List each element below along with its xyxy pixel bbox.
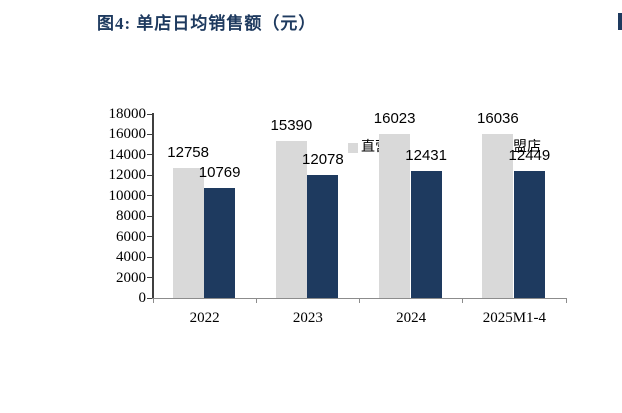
y-tick-label: 4000 (116, 249, 146, 266)
y-tick-mark (147, 154, 152, 156)
x-category-label: 2024 (396, 310, 427, 326)
bar-加盟店-2024 (410, 170, 442, 298)
y-tick-label: 2000 (116, 269, 146, 286)
y-tick-label: 14000 (108, 146, 147, 163)
y-tick-label: 18000 (108, 106, 147, 122)
bar-加盟店-2025M1-4 (513, 170, 545, 298)
bar-直营店-2025M1-4 (482, 134, 514, 298)
data-label: 12449 (508, 146, 551, 164)
figure-title: 图4: 单店日均销售额（元） (97, 14, 317, 33)
x-tick-mark (462, 298, 464, 303)
bar-加盟店-2022 (204, 187, 236, 298)
bar-直营店-2024 (379, 134, 411, 298)
y-tick-mark (147, 113, 152, 115)
y-tick-mark (147, 174, 152, 176)
x-category-label: 2022 (189, 310, 220, 326)
data-label: 10769 (198, 163, 241, 181)
y-tick-label: 6000 (116, 228, 146, 245)
data-label: 12431 (405, 146, 447, 164)
y-tick-label: 0 (138, 290, 147, 306)
y-tick-mark (147, 236, 152, 238)
y-tick-label: 16000 (108, 126, 147, 143)
y-tick-mark (147, 133, 152, 135)
y-tick-label: 8000 (116, 208, 146, 225)
y-tick-mark (147, 195, 152, 197)
clipped-adjacent-title-fragment (618, 13, 622, 30)
x-tick-mark (255, 298, 257, 303)
x-category-label: 2025M1-4 (482, 310, 547, 326)
data-label: 16023 (373, 110, 416, 128)
x-category-label: 2023 (292, 310, 323, 326)
x-tick-mark (359, 298, 360, 303)
x-tick-mark (152, 298, 154, 303)
y-tick-label: 12000 (108, 167, 147, 184)
y-tick-mark (147, 215, 152, 217)
y-tick-mark (147, 277, 152, 279)
bar-加盟店-2023 (307, 174, 339, 298)
y-axis-line (152, 113, 154, 298)
x-tick-mark (565, 298, 567, 303)
bar-直营店-2022 (172, 167, 204, 298)
bar-直营店-2023 (275, 140, 307, 298)
data-label: 12758 (167, 143, 209, 161)
data-label: 16036 (477, 110, 519, 128)
y-tick-label: 10000 (108, 187, 147, 204)
data-label: 12078 (302, 150, 344, 168)
y-tick-mark (147, 256, 152, 258)
y-tick-mark (147, 297, 152, 299)
data-label: 15390 (270, 116, 313, 134)
